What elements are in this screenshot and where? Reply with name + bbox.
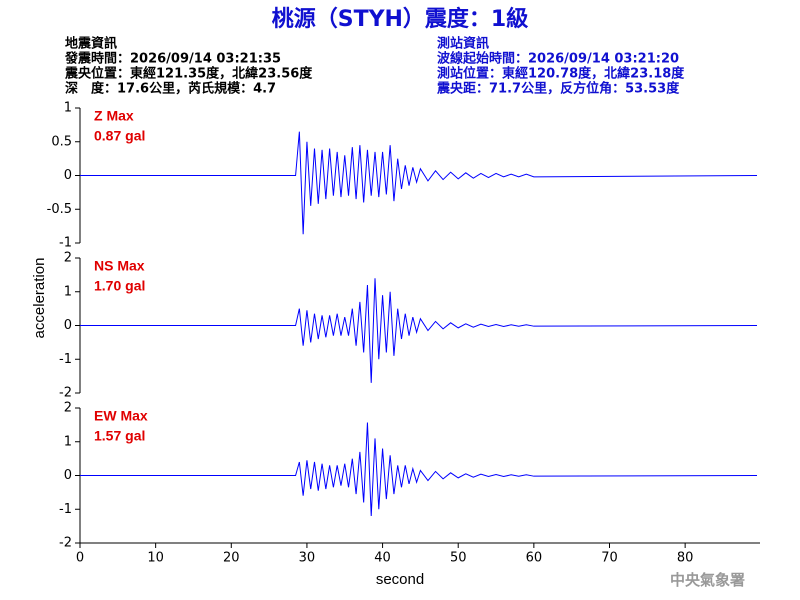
info-left: 深 度：17.6公里，芮氏規模：4.7 — [65, 81, 276, 97]
y-tick-label: 1 — [64, 101, 72, 116]
waveform — [80, 278, 758, 383]
y-tick-label: -2 — [59, 536, 72, 551]
y-tick-label: -1 — [59, 236, 72, 251]
y-tick-label: 1 — [64, 284, 72, 299]
y-tick-label: -1 — [59, 352, 72, 367]
info-right: 波線起始時間：2026/09/14 03:21:20 — [437, 51, 679, 67]
annotation: 0.87 gal — [94, 128, 145, 144]
x-tick-label: 60 — [526, 551, 543, 566]
info-left: 發震時間：2026/09/14 03:21:35 — [64, 51, 281, 67]
x-tick-label: 20 — [223, 551, 240, 566]
y-tick-label: -1 — [59, 502, 72, 517]
info-right: 震央距：71.7公里，反方位角：53.53度 — [436, 81, 680, 97]
annotation: Z Max — [94, 108, 134, 124]
title: 桃源（STYH）震度：1級 — [272, 6, 529, 32]
annotation: NS Max — [94, 258, 145, 274]
y-tick-label: 0 — [64, 318, 72, 333]
x-tick-label: 30 — [299, 551, 316, 566]
annotation: EW Max — [94, 408, 148, 424]
footer: 中央氣象署 — [670, 571, 745, 589]
x-tick-label: 40 — [374, 551, 391, 566]
x-tick-label: 80 — [677, 551, 694, 566]
y-tick-label: 0.5 — [51, 134, 72, 149]
x-tick-label: 0 — [76, 551, 84, 566]
info-right: 測站位置：東經120.78度，北緯23.18度 — [437, 66, 685, 82]
y-tick-label: -0.5 — [47, 202, 72, 217]
annotation: 1.57 gal — [94, 428, 145, 444]
x-axis-label: second — [376, 571, 424, 588]
y-tick-label: 0 — [64, 468, 72, 483]
info-left: 震央位置：東經121.35度，北緯23.56度 — [64, 66, 313, 82]
y-axis-label: acceleration — [31, 258, 48, 339]
y-tick-label: 0 — [64, 168, 72, 183]
y-tick-label: 2 — [64, 251, 72, 266]
annotation: 1.70 gal — [94, 278, 145, 294]
waveform — [80, 131, 758, 235]
waveform — [80, 422, 758, 517]
y-tick-label: 1 — [64, 434, 72, 449]
y-tick-label: -2 — [59, 386, 72, 401]
info-right: 測站資訊 — [437, 36, 489, 52]
info-left: 地震資訊 — [65, 36, 117, 52]
x-tick-label: 50 — [450, 551, 467, 566]
x-tick-label: 70 — [601, 551, 618, 566]
x-tick-label: 10 — [147, 551, 164, 566]
y-tick-label: 2 — [64, 401, 72, 416]
